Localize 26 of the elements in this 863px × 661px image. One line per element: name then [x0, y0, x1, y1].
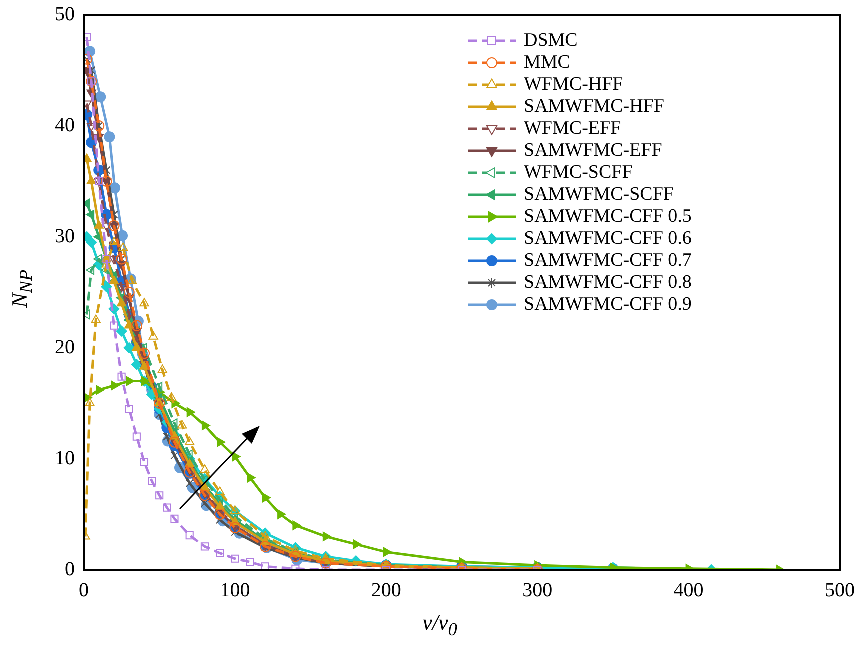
y-tick-label: 0: [65, 558, 75, 580]
y-tick-label: 40: [55, 114, 75, 136]
x-tick-label: 200: [371, 579, 402, 602]
legend-label: SAMWFMC-CFF 0.7: [524, 250, 692, 272]
x-tick-label: 300: [522, 579, 553, 602]
legend-label: WFMC-HFF: [524, 74, 624, 96]
legend-label: WFMC-SCFF: [524, 162, 633, 184]
legend-label: SAMWFMC-HFF: [524, 96, 664, 118]
legend-label: SAMWFMC-CFF 0.5: [524, 206, 692, 228]
legend-label: SAMWFMC-CFF 0.9: [524, 294, 692, 316]
y-tick-label: 30: [55, 225, 75, 248]
y-tick-label: 50: [55, 3, 75, 26]
x-axis-title: v/v$_{0}$: [422, 610, 458, 640]
x-tick-label: 0: [79, 579, 89, 602]
x-tick-label: 100: [220, 579, 250, 602]
y-tick-label: 20: [55, 336, 75, 358]
y-tick-label: 10: [55, 447, 75, 470]
legend-label: SAMWFMC-CFF 0.6: [524, 228, 692, 250]
x-tick-label: 400: [674, 579, 704, 602]
legend-label: WFMC-EFF: [524, 118, 622, 140]
legend-label: MMC: [524, 52, 570, 74]
x-tick-label: 500: [825, 579, 855, 602]
legend-label: DSMC: [524, 30, 578, 52]
legend-label: SAMWFMC-CFF 0.8: [524, 272, 692, 294]
legend-label: SAMWFMC-EFF: [524, 140, 662, 162]
legend-label: SAMWFMC-SCFF: [524, 184, 674, 206]
